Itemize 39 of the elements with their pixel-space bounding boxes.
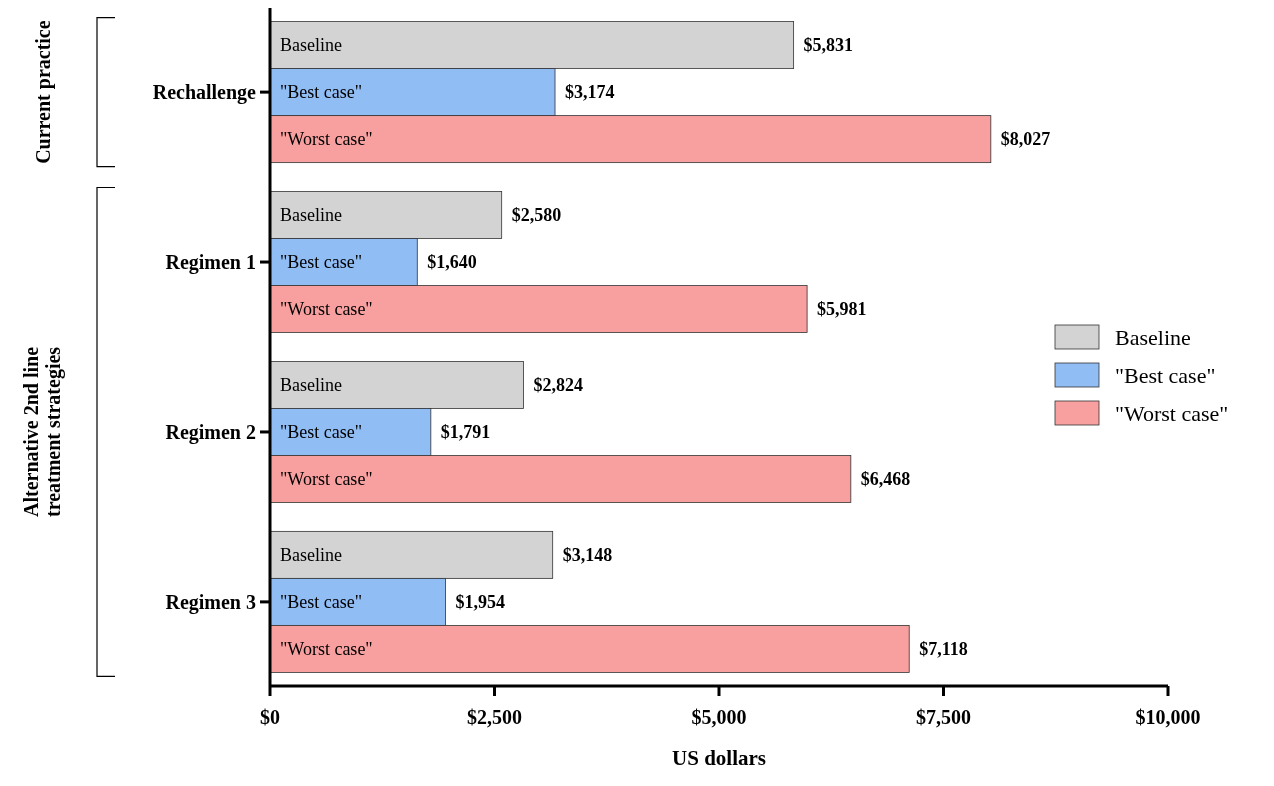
text: Baseline	[280, 35, 342, 56]
data-label: $8,027	[1000, 129, 1051, 150]
x-tick-label: $0	[260, 706, 280, 728]
legend-label: "Worst case"	[1115, 401, 1229, 426]
x-tick-label: $2,500	[467, 706, 522, 728]
y-tick-label: Regimen 2	[165, 420, 256, 444]
text: "Best case"	[280, 82, 363, 103]
text: "Worst case"	[280, 468, 373, 489]
text: Baseline	[280, 374, 342, 395]
text: Baseline	[280, 205, 342, 226]
text: Alternative 2nd line treatment strategies	[20, 346, 65, 518]
data-label: $1,954	[455, 591, 505, 612]
x-tick-label: $10,000	[1135, 706, 1201, 728]
text: "Best case"	[280, 421, 363, 442]
x-axis-title: US dollars	[672, 746, 766, 770]
data-label: $6,468	[860, 468, 911, 489]
data-label: $5,981	[817, 299, 867, 320]
data-label: $1,640	[427, 252, 477, 273]
text: "Best case"	[280, 591, 363, 612]
data-label: $5,831	[803, 35, 854, 56]
data-label: $2,580	[511, 205, 562, 226]
legend-label: "Best case"	[1115, 363, 1216, 388]
text: "Worst case"	[280, 299, 373, 320]
data-label: $1,791	[440, 421, 491, 442]
text: "Worst case"	[280, 129, 373, 150]
legend-label: Baseline	[1115, 325, 1191, 350]
text: "Worst case"	[280, 638, 373, 659]
x-tick-label: $5,000	[691, 706, 747, 728]
text: Current practice	[32, 20, 55, 164]
text: Baseline	[280, 544, 342, 565]
y-tick-label: Regimen 3	[165, 590, 256, 614]
y-tick-label: Rechallenge	[152, 81, 257, 105]
data-label: $7,118	[919, 638, 968, 659]
data-label: $2,824	[533, 374, 584, 395]
data-label: $3,148	[562, 544, 613, 565]
data-label: $3,174	[565, 82, 615, 103]
x-tick-label: $7,500	[916, 706, 971, 728]
y-tick-label: Regimen 1	[165, 251, 256, 275]
text: "Best case"	[280, 252, 363, 273]
